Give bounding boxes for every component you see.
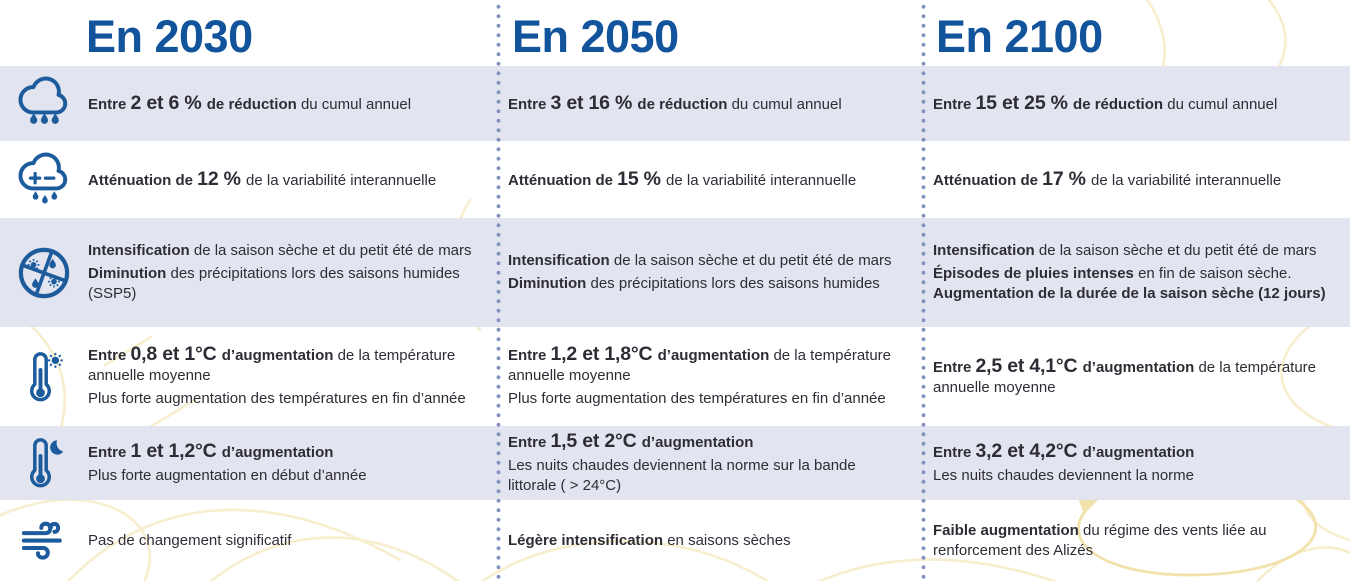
row-variabilite-interannuelle: Atténuation de 12 % de la variabilité in… (0, 141, 1350, 218)
projection-text: Entre 1,5 et 2°C d’augmentation Les nuits… (508, 429, 856, 494)
cell-temperature-nuit-2030: Entre 1 et 1,2°C d’augmentation Plus fort… (0, 426, 497, 500)
cell-saisons-2050: Intensification de la saison sèche et du… (497, 218, 921, 327)
cell-precipitation-annuelle-2050: Entre 3 et 16 % de réduction du cumul an… (497, 66, 921, 141)
wind-icon (0, 513, 88, 569)
column-header-2050: En 2050 (512, 10, 679, 62)
dotted-separator (921, 0, 926, 581)
projection-text: Entre 3 et 16 % de réduction du cumul an… (508, 91, 842, 114)
projection-text: Intensification de la saison sèche et du… (933, 242, 1326, 302)
projections-table: Entre 2 et 6 % de réduction du cumul ann… (0, 66, 1350, 581)
projection-text: Entre 0,8 et 1°C d’augmentation de la te… (88, 343, 466, 407)
cell-temperature-jour-2050: Entre 1,2 et 1,8°C d’augmentation de la … (497, 327, 921, 426)
seasons-cycle-icon (0, 244, 88, 302)
row-vents: Pas de changement significatif Légère int… (0, 500, 1350, 581)
projection-text: Entre 1,2 et 1,8°C d’augmentation de la … (508, 343, 892, 407)
row-saisons: Intensification de la saison sèche et du… (0, 218, 1350, 327)
dotted-separator (496, 0, 501, 581)
projection-text: Faible augmentation du régime des vents … (933, 521, 1267, 559)
cell-variabilite-interannuelle-2050: Atténuation de 15 % de la variabilité in… (497, 141, 921, 218)
thermometer-night-icon (0, 435, 88, 491)
rain-cloud-icon (0, 74, 88, 134)
cell-variabilite-interannuelle-2030: Atténuation de 12 % de la variabilité in… (0, 141, 497, 218)
thermometer-day-icon (0, 349, 88, 405)
projection-text: Atténuation de 15 % de la variabilité in… (508, 167, 857, 190)
projection-text: Intensification de la saison sèche et du… (508, 252, 892, 292)
cell-temperature-jour-2030: Entre 0,8 et 1°C d’augmentation de la te… (0, 327, 497, 426)
cell-saisons-2100: Intensification de la saison sèche et du… (921, 218, 1350, 327)
cell-vents-2050: Légère intensification en saisons sèches (497, 500, 921, 581)
projection-text: Pas de changement significatif (88, 531, 292, 549)
row-precipitation-annuelle: Entre 2 et 6 % de réduction du cumul ann… (0, 66, 1350, 141)
column-header-2100: En 2100 (936, 10, 1103, 62)
projection-text: Entre 1 et 1,2°C d’augmentation Plus fort… (88, 439, 367, 484)
row-temperature-nuit: Entre 1 et 1,2°C d’augmentation Plus fort… (0, 426, 1350, 500)
cell-precipitation-annuelle-2100: Entre 15 et 25 % de réduction du cumul a… (921, 66, 1350, 141)
projection-text: Atténuation de 17 % de la variabilité in… (933, 167, 1282, 190)
cell-temperature-jour-2100: Entre 2,5 et 4,1°C d’augmentation de la … (921, 327, 1350, 426)
projection-text: Atténuation de 12 % de la variabilité in… (88, 167, 437, 190)
projection-text: Intensification de la saison sèche et du… (88, 242, 472, 302)
cell-vents-2030: Pas de changement significatif (0, 500, 497, 581)
header-band: En 2030 En 2050 En 2100 (0, 0, 1350, 66)
projection-text: Entre 2,5 et 4,1°C d’augmentation de la … (933, 354, 1317, 396)
cell-precipitation-annuelle-2030: Entre 2 et 6 % de réduction du cumul ann… (0, 66, 497, 141)
cell-temperature-nuit-2100: Entre 3,2 et 4,2°C d’augmentation Les nui… (921, 426, 1350, 500)
projection-text: Légère intensification en saisons sèches (508, 531, 791, 549)
cell-vents-2100: Faible augmentation du régime des vents … (921, 500, 1350, 581)
projection-text: Entre 15 et 25 % de réduction du cumul a… (933, 91, 1278, 114)
cell-temperature-nuit-2050: Entre 1,5 et 2°C d’augmentation Les nuits… (497, 426, 921, 500)
column-header-2030: En 2030 (86, 10, 253, 62)
cell-saisons-2030: Intensification de la saison sèche et du… (0, 218, 497, 327)
projection-text: Entre 3,2 et 4,2°C d’augmentation Les nui… (933, 439, 1195, 484)
cell-variabilite-interannuelle-2100: Atténuation de 17 % de la variabilité in… (921, 141, 1350, 218)
projection-text: Entre 2 et 6 % de réduction du cumul ann… (88, 91, 412, 114)
row-temperature-jour: Entre 0,8 et 1°C d’augmentation de la te… (0, 327, 1350, 426)
cloud-plus-minus-icon (0, 150, 88, 210)
